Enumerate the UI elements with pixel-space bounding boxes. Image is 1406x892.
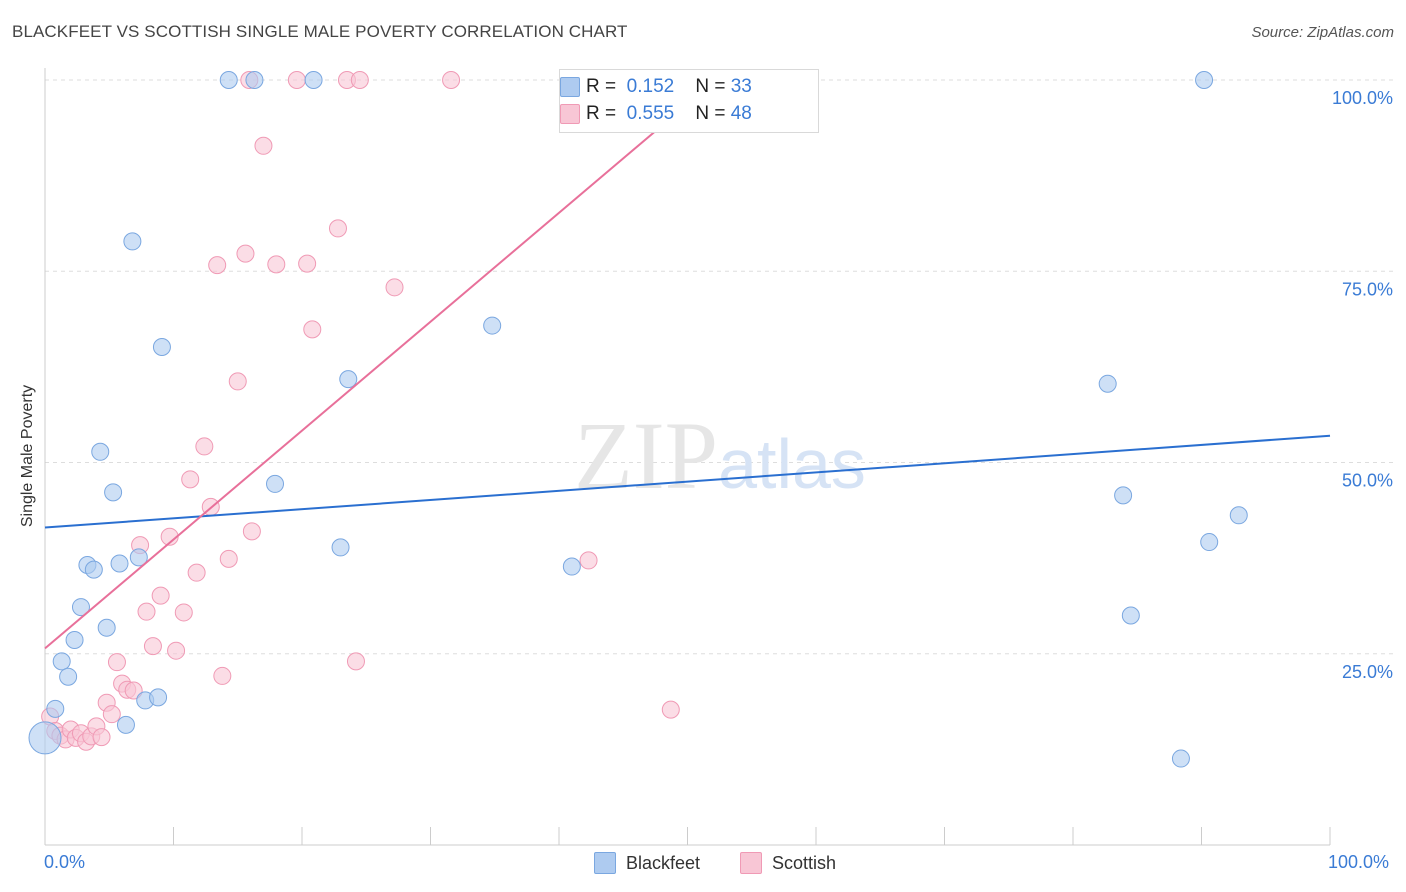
correlation-legend: R = 0.152 N = 33 R = 0.555 N = 48 [559,69,819,133]
legend-n-label: N = [695,103,726,124]
scottish-point [92,728,111,747]
y-tick-label: 75.0% [1342,279,1393,299]
scottish-point [442,71,461,89]
scottish-point [346,652,365,671]
scottish-point [195,437,214,456]
blackfeet-legend-swatch [594,852,616,874]
scottish-point [267,255,286,274]
scottish-legend-swatch [740,852,762,874]
legend-n-value: 33 [730,76,752,97]
legend-r-value: 0.555 [626,103,675,124]
blackfeet-point [562,557,581,576]
blackfeet-point [331,538,350,557]
scottish-point [661,700,680,719]
scottish-point [303,320,322,339]
bottom-legend-scottish: Scottish [740,852,836,874]
blackfeet-point [266,474,285,493]
blackfeet-trend-line [44,434,1331,529]
blackfeet-point [1114,486,1133,505]
y-tick-label: 25.0% [1342,662,1393,682]
blackfeet-point [1200,533,1219,552]
scottish-point [579,551,598,570]
blackfeet-point [65,630,84,649]
blackfeet-point [71,598,90,617]
blackfeet-point [52,652,71,671]
scottish-point [219,549,238,568]
blackfeet-point [97,618,116,637]
scottish-point [287,71,306,89]
bottom-legend-blackfeet: Blackfeet [594,852,700,874]
scottish-point [208,256,227,275]
blackfeet-point [1121,606,1140,625]
blackfeet-point [304,71,323,89]
blackfeet-point [110,554,129,573]
scottish-point [213,666,232,685]
watermark-atlas: atlas [718,425,866,503]
blackfeet-point [483,316,502,335]
blackfeet-point [1171,749,1190,768]
scottish-point [107,653,126,672]
scottish-swatch [560,104,580,124]
grid-lines [45,79,1395,655]
scottish-point [181,470,200,489]
blackfeet-point [1229,506,1248,525]
y-tick-label: 50.0% [1342,471,1393,491]
scottish-point [187,563,206,582]
blackfeet-point [104,483,123,502]
blackfeet-point [219,71,238,89]
trend-lines [44,79,1331,650]
scottish-point [385,278,404,297]
scottish-legend-label: Scottish [772,852,837,873]
scottish-point [124,681,143,700]
x-tick-label-max: 100.0% [1328,852,1390,872]
blackfeet-point [84,560,103,579]
scottish-point [328,219,347,238]
scottish-point [350,71,369,89]
legend-row-scottish: R = 0.555 N = 48 [560,102,752,126]
scottish-point [254,136,273,155]
scottish-point [298,254,317,273]
blackfeet-swatch [560,77,580,97]
blackfeet-point [149,688,168,707]
watermark: ZIPatlas [574,402,866,509]
blackfeet-point [152,337,171,356]
blackfeet-legend-label: Blackfeet [626,852,701,873]
legend-n-label: N = [695,76,726,97]
legend-n-value: 48 [730,103,752,124]
scottish-point [167,641,186,660]
blackfeet-point [59,667,78,686]
legend-row-blackfeet: R = 0.152 N = 33 [560,75,752,99]
scottish-trend-line [44,79,717,650]
legend-r-label: R = [586,103,617,124]
blackfeet-point [1195,71,1214,89]
y-tick-labels: 25.0% 50.0% 75.0% 100.0% [1332,88,1393,682]
blackfeet-points [28,71,1248,768]
blackfeet-point [28,721,62,755]
scottish-point [151,586,170,605]
y-tick-label: 100.0% [1332,88,1393,108]
scottish-point [236,244,255,263]
scottish-point [242,522,261,541]
blackfeet-point [245,71,264,89]
watermark-zip: ZIP [574,402,718,509]
blackfeet-point [116,715,135,734]
scottish-point [137,602,156,621]
scottish-point [174,603,193,622]
blackfeet-point [123,232,142,251]
legend-r-label: R = [586,76,617,97]
scottish-point [102,705,121,724]
legend-r-value: 0.152 [626,76,675,97]
blackfeet-point [129,548,148,567]
blackfeet-point [339,370,358,389]
scottish-point [228,372,247,391]
blackfeet-point [46,699,65,718]
chart-title: BLACKFEET VS SCOTTISH SINGLE MALE POVERT… [12,22,628,41]
source-credit: Source: ZipAtlas.com [1251,24,1394,41]
blackfeet-point [1098,374,1117,393]
scottish-point [143,637,162,656]
x-tick-label-min: 0.0% [44,852,86,872]
blackfeet-point [91,442,110,461]
